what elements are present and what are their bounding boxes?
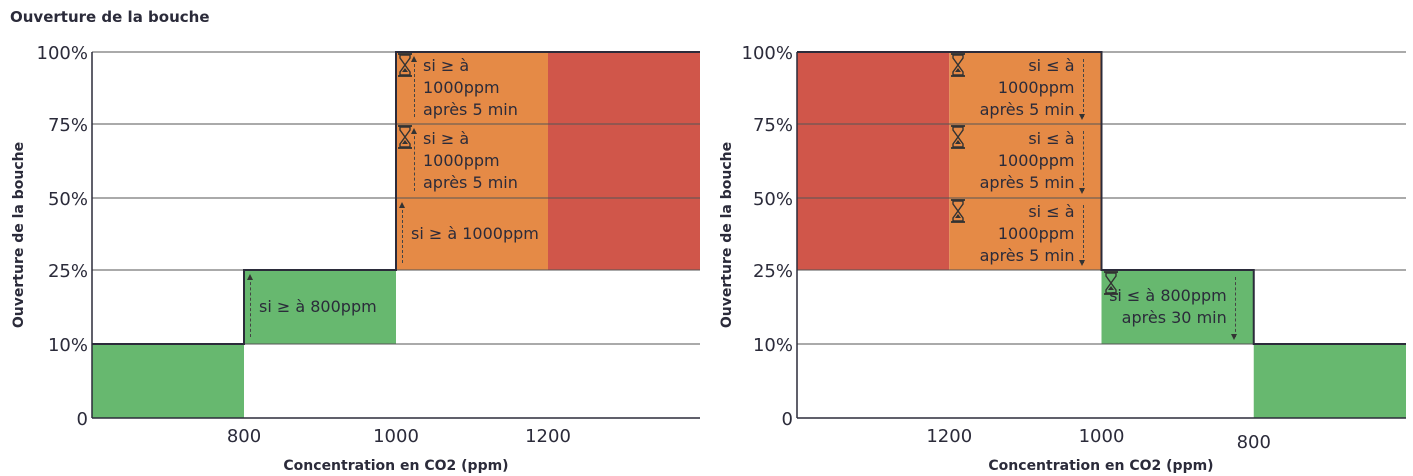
annotation-line: si ≥ à 800ppm [259,297,377,316]
annotation-line: si ≤ à 1000ppm [997,129,1075,170]
annotation-text: si ≤ à 1000ppm après 5 min [949,128,1075,194]
chart-2-y-axis-title: Ouverture de la bouche [719,142,735,328]
arrow-up-icon [410,56,417,117]
annotation-r2: si ≤ à 1000ppm après 5 min [949,124,1101,198]
annotation-line: si ≤ à 1000ppm [997,202,1075,243]
chart-2-y-tick-label: 25% [753,261,793,282]
annotation-line: après 5 min [979,246,1075,265]
annotation-line: si ≥ à 1000ppm [423,56,500,97]
chart-2-step-3 [1101,270,1254,344]
chart-1-y-tick-label: 75% [48,115,88,136]
annotation-text: si ≤ à 1000ppm après 5 min [949,201,1075,267]
chart-2-y-tick-label: 10% [753,335,793,356]
arrow-down-icon [1079,131,1085,194]
annotation-text: si ≥ à 1000ppm [411,223,539,245]
chart-1-y-axis-title: Ouverture de la bouche [11,142,27,328]
chart-1-step-3 [396,52,548,270]
annotation-line: si ≥ à 1000ppm [411,224,539,243]
chart-2-y-tick-label: 100% [742,43,793,64]
annotation-line: après 5 min [979,173,1075,192]
annotation-l4: si ≥ à 1000ppm après 5 min [396,52,548,124]
annotation-l1: si ≥ à 800ppm [244,270,396,344]
annotation-text: si ≥ à 800ppm [259,296,377,318]
arrow-up-icon [246,274,253,337]
annotation-text: si ≤ à 1000ppm après 5 min [949,55,1075,121]
chart-1-step-4 [548,52,700,270]
chart-1-y-tick-label: 100% [37,43,88,64]
chart-1-step-2 [244,270,396,344]
annotation-line: après 30 min [1121,308,1227,327]
chart-2-x-tick-label: 1200 [926,426,972,447]
chart-1-step-line [92,51,700,345]
annotation-line: après 5 min [979,100,1075,119]
annotation-r4: si ≤ à 800ppm après 30 min [1102,270,1254,344]
chart-1-x-axis-title: Concentration en CO2 (ppm) [283,458,508,474]
annotation-l3: si ≥ à 1000ppm après 5 min [396,124,548,198]
chart-1-y-tick-label: 0 [77,409,88,430]
chart-1-y-tick-label: 10% [48,335,88,356]
chart-1-y-tick-label: 25% [48,261,88,282]
annotation-l2: si ≥ à 1000ppm [396,198,548,270]
annotation-line: après 5 min [423,100,518,119]
annotation-line: si ≤ à 1000ppm [997,56,1075,97]
arrow-up-icon [398,202,405,263]
chart-2-y-tick-label: 0 [782,409,793,430]
chart-2-step-1 [797,52,950,270]
annotation-text: si ≤ à 800ppm après 30 min [1109,285,1227,329]
chart-1-x-tick-label: 1200 [525,426,571,447]
arrow-down-icon [1079,205,1085,266]
chart-2-y-tick-label: 75% [753,115,793,136]
chart-1-x-tick-label: 1000 [373,426,419,447]
annotation-text: si ≥ à 1000ppm après 5 min [423,128,548,194]
chart-2: 0 10% 25% 50% 75% 100% 1200 1000 800 Concentratio… [719,43,1406,474]
chart-1-x-tick-label: 800 [227,426,261,447]
arrow-down-icon [1231,277,1238,340]
annotation-line: si ≤ à 800ppm [1109,286,1227,305]
annotation-text: si ≥ à 1000ppm après 5 min [423,55,548,121]
chart-2-step-4 [1253,344,1406,418]
arrow-up-icon [410,128,417,191]
chart-2-step-line [797,51,1406,345]
chart-1-y-tick-label: 50% [48,189,88,210]
chart-top-title: Ouverture de la bouche [10,8,210,26]
chart-2-x-tick-label: 1000 [1079,426,1125,447]
annotation-r3: si ≤ à 1000ppm après 5 min [949,198,1101,270]
chart-1-step-1 [92,344,244,418]
chart-1: 0 10% 25% 50% 75% 100% 800 1000 1200 Concentratio… [11,43,700,474]
chart-2-x-axis-title: Concentration en CO2 (ppm) [988,458,1213,474]
arrow-down-icon [1079,59,1085,120]
chart-2-y-tick-label: 50% [753,189,793,210]
chart-2-x-tick-label: 800 [1237,432,1271,453]
annotation-line: après 5 min [423,173,518,192]
annotation-r1: si ≤ à 1000ppm après 5 min [949,52,1101,124]
chart-2-step-2 [949,52,1102,270]
annotation-line: si ≥ à 1000ppm [423,129,500,170]
